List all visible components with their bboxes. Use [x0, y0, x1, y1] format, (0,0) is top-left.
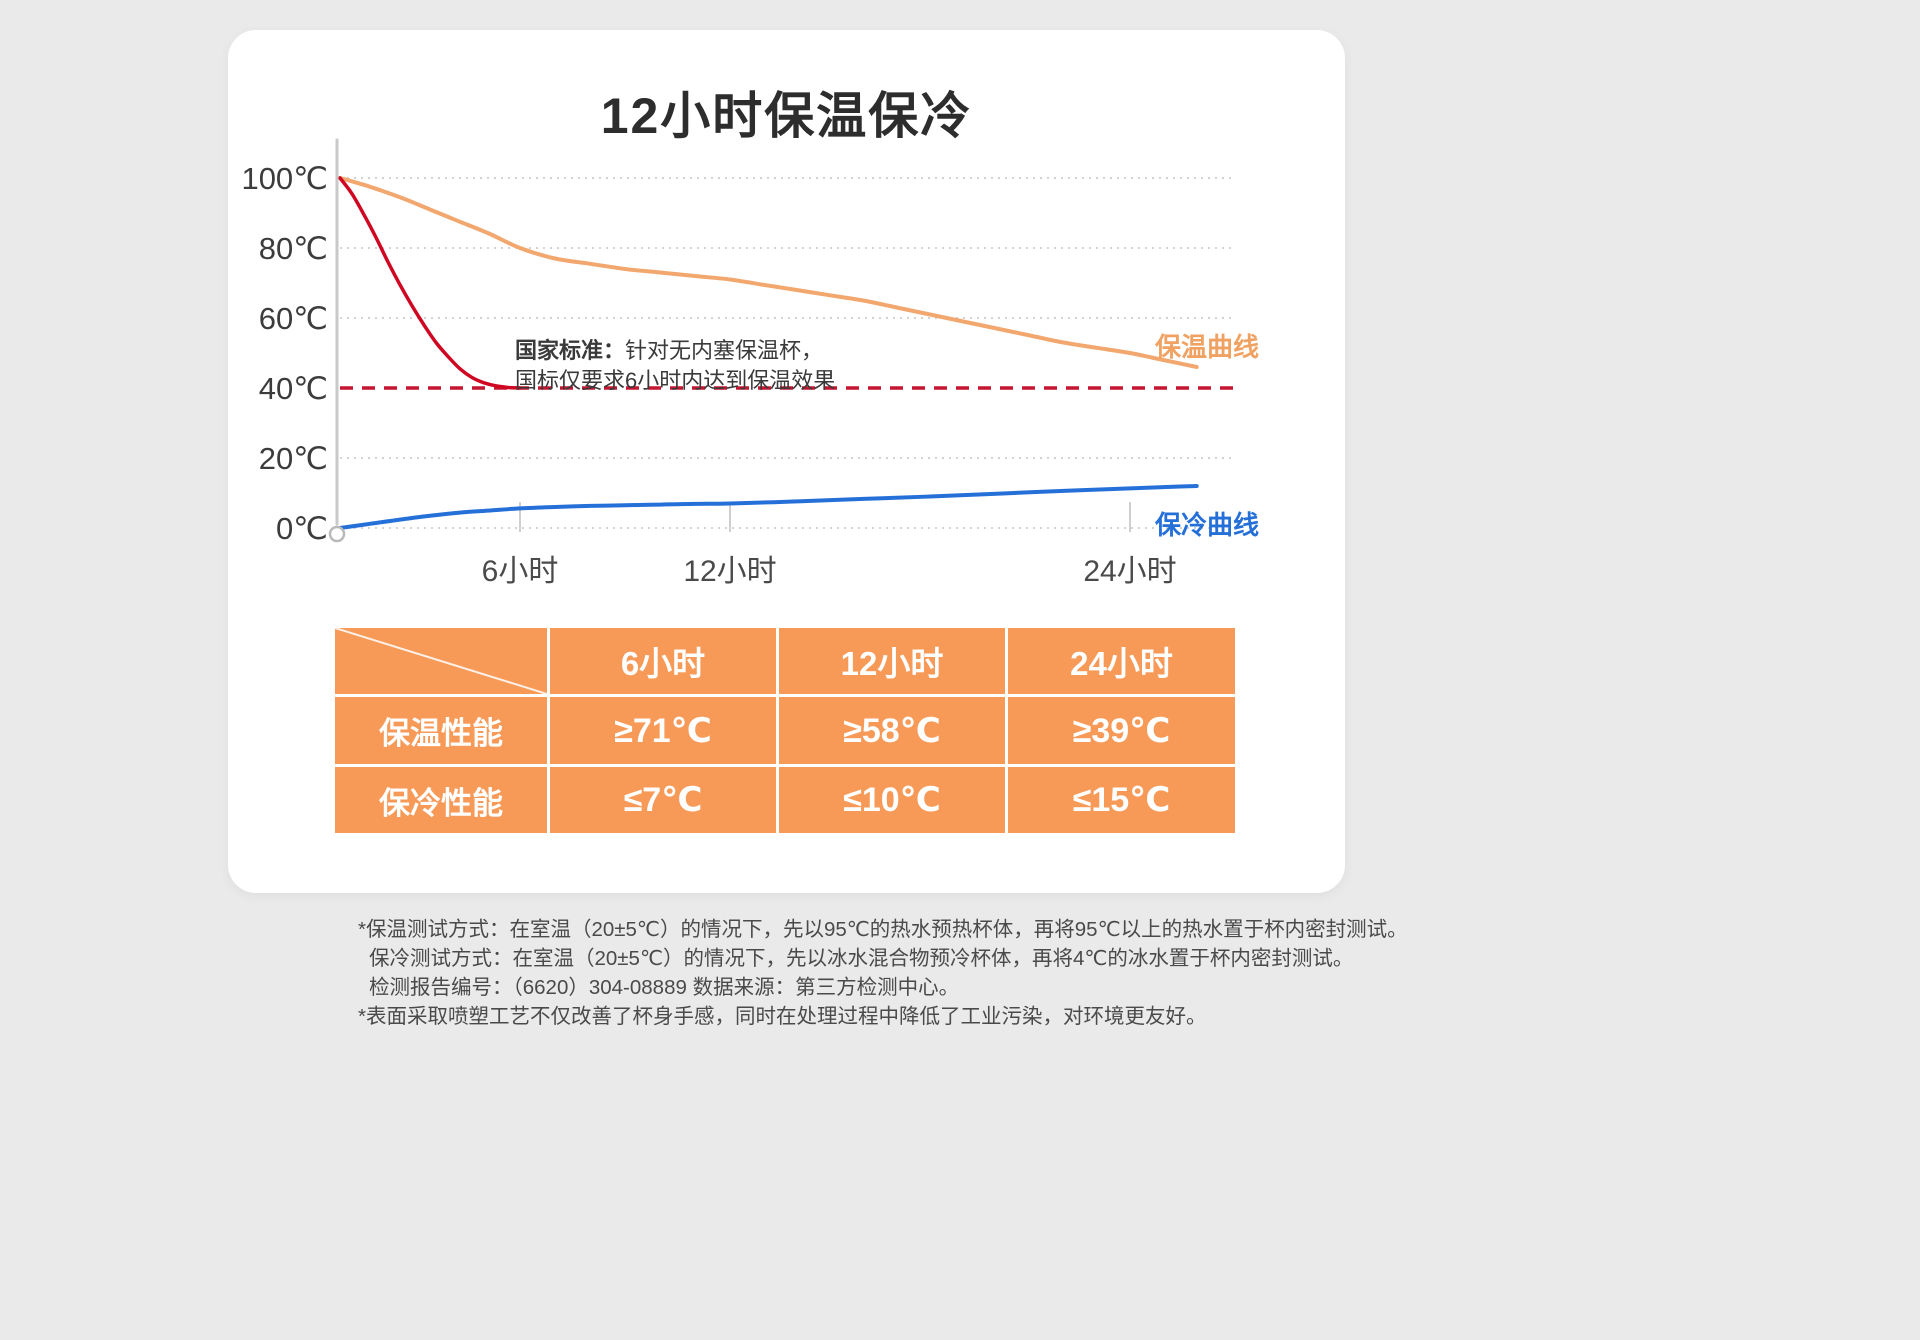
y-tick-label: 80℃ [259, 231, 328, 266]
cold-value-12h: ≤10℃ [779, 767, 1005, 833]
cold-value-6h: ≤7℃ [550, 767, 776, 833]
table-header-12h: 12小时 [779, 628, 1005, 694]
y-tick-label: 20℃ [259, 441, 328, 476]
table-header-24h: 24小时 [1008, 628, 1235, 694]
temperature-chart: 0℃ 20℃ 40℃ 60℃ 80℃ 100℃ 6小时 12小时 24小时 [241, 138, 1235, 588]
x-tick-label: 24小时 [1083, 555, 1176, 588]
heat-curve-label: 保温曲线 [1155, 332, 1260, 362]
row-label-heat: 保温性能 [335, 697, 547, 764]
x-tick-label: 6小时 [482, 555, 559, 588]
heat-value-24h: ≥39℃ [1008, 697, 1235, 764]
footnote-line: 检测报告编号：（6620）304-08889 数据来源：第三方检测中心。 [369, 976, 960, 999]
cold-value-24h: ≤15℃ [1008, 767, 1235, 833]
annotation-text-1: 针对无内塞保温杯， [625, 338, 824, 363]
heat-retention-curve [338, 176, 1199, 369]
y-tick-label: 100℃ [241, 161, 328, 196]
row-label-cold: 保冷性能 [335, 767, 547, 833]
annotation-line-1: 国家标准：针对无内塞保温杯， [515, 336, 835, 366]
cold-curve-label: 保冷曲线 [1155, 510, 1260, 540]
spec-table: 6小时 12小时 24小时 保温性能 ≥71℃ ≥58℃ ≥39℃ 保冷性能 ≤… [335, 628, 1235, 833]
chart-title: 12小时保温保冷 [600, 88, 973, 144]
footnote-line: *保温测试方式：在室温（20±5℃）的情况下，先以95℃的热水预热杯体，再将95… [358, 918, 1408, 941]
axis-origin-circle [328, 525, 346, 543]
annotation-bold-label: 国家标准： [515, 338, 626, 363]
heat-value-6h: ≥71℃ [550, 697, 776, 764]
cold-retention-curve [338, 484, 1199, 530]
y-tick-label: 0℃ [276, 511, 328, 546]
product-info-card: 12小时保温保冷 0℃ 20℃ 40℃ 60℃ 80℃ 100℃ 6小时 12小时 24小时 国… [228, 30, 1345, 893]
y-tick-label: 40℃ [259, 371, 328, 406]
heat-value-12h: ≥58℃ [779, 697, 1005, 764]
footnote-line: *表面采取喷塑工艺不仅改善了杯身手感，同时在处理过程中降低了工业污染，对环境更友… [358, 1005, 1207, 1028]
corner-diagonal-line [335, 628, 547, 694]
standard-annotation: 国家标准：针对无内塞保温杯， 国标仅要求6小时内达到保温效果 [515, 336, 835, 396]
y-tick-label: 60℃ [259, 301, 328, 336]
national-standard-curve [338, 176, 522, 390]
table-corner-cell [335, 628, 547, 694]
x-tick-label: 12小时 [683, 555, 776, 588]
table-header-6h: 6小时 [550, 628, 776, 694]
annotation-line-2: 国标仅要求6小时内达到保温效果 [515, 368, 836, 393]
footnotes: *保温测试方式：在室温（20±5℃）的情况下，先以95℃的热水预热杯体，再将95… [358, 915, 1408, 1031]
footnote-line: 保冷测试方式：在室温（20±5℃）的情况下，先以冰水混合物预冷杯体，再将4℃的冰… [369, 947, 1354, 970]
